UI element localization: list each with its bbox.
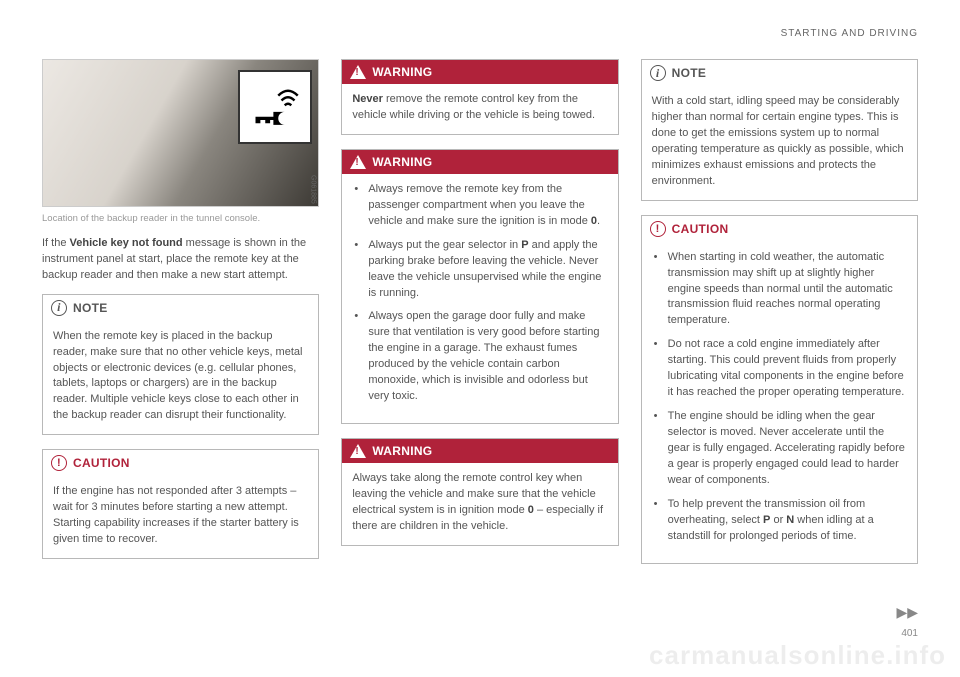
warning1-bold: Never (352, 93, 383, 105)
content-columns: G061885 Location of the backup reader in… (42, 59, 918, 578)
tunnel-console-photo: G061885 (42, 59, 319, 207)
warning-body: Never remove the remote control key from… (342, 84, 617, 134)
watermark: carmanualsonline.info (649, 640, 946, 671)
intro-paragraph: If the Vehicle key not found message is … (42, 236, 319, 284)
list-item: Always put the gear selector in P and ap… (352, 238, 607, 302)
caution-box-2: ! CAUTION When starting in cold weather,… (641, 215, 918, 564)
intro-bold: Vehicle key not found (70, 237, 183, 249)
column-1: G061885 Location of the backup reader in… (42, 59, 319, 578)
list-item: Always remove the remote key from the pa… (352, 182, 607, 230)
caution-title: CAUTION (672, 222, 729, 236)
warning-title: WARNING (372, 444, 432, 458)
list-item: The engine should be idling when the gea… (652, 409, 907, 489)
caution-icon: ! (650, 221, 666, 237)
continuation-marker: ▶▶ (896, 604, 918, 621)
caution-icon: ! (51, 455, 67, 471)
caution-body: When starting in cold weather, the autom… (642, 242, 917, 563)
warning1-suffix: remove the remote control key from the v… (352, 93, 595, 121)
warning-box-3: WARNING Always take along the remote con… (341, 438, 618, 546)
caution2-list: When starting in cold weather, the autom… (652, 250, 907, 545)
photo-id: G061885 (309, 175, 316, 204)
note-head: i NOTE (642, 60, 917, 86)
note-title: NOTE (672, 66, 707, 80)
intro-prefix: If the (42, 237, 70, 249)
caution-box-1: ! CAUTION If the engine has not responde… (42, 449, 319, 559)
warning-body: Always take along the remote control key… (342, 463, 617, 545)
note-body: When the remote key is placed in the bac… (43, 321, 318, 435)
warning-head: WARNING (342, 60, 617, 84)
caution-head: ! CAUTION (642, 216, 917, 242)
column-2: WARNING Never remove the remote control … (341, 59, 618, 578)
list-item: Do not race a cold engine immediately af… (652, 337, 907, 401)
note-box-1: i NOTE When the remote key is placed in … (42, 294, 319, 436)
caution-head: ! CAUTION (43, 450, 318, 476)
photo-caption: Location of the backup reader in the tun… (42, 213, 319, 226)
warning-title: WARNING (372, 155, 432, 169)
note-box-2: i NOTE With a cold start, idling speed m… (641, 59, 918, 201)
page-number: 401 (901, 628, 918, 639)
list-item: To help prevent the transmission oil fro… (652, 497, 907, 545)
note-body: With a cold start, idling speed may be c… (642, 86, 917, 200)
warning-box-1: WARNING Never remove the remote control … (341, 59, 618, 135)
warning-icon (350, 65, 366, 79)
note-title: NOTE (73, 301, 108, 315)
list-item: When starting in cold weather, the autom… (652, 250, 907, 330)
warning-icon (350, 155, 366, 169)
warning-body: Always remove the remote key from the pa… (342, 174, 617, 423)
column-3: i NOTE With a cold start, idling speed m… (641, 59, 918, 578)
warning2-list: Always remove the remote key from the pa… (352, 182, 607, 405)
section-header: STARTING AND DRIVING (42, 28, 918, 39)
key-signal-icon (238, 70, 312, 144)
caution-body: If the engine has not responded after 3 … (43, 476, 318, 558)
info-icon: i (650, 65, 666, 81)
note-head: i NOTE (43, 295, 318, 321)
warning-title: WARNING (372, 65, 432, 79)
caution-title: CAUTION (73, 456, 130, 470)
warning-head: WARNING (342, 439, 617, 463)
warning-icon (350, 444, 366, 458)
warning-box-2: WARNING Always remove the remote key fro… (341, 149, 618, 424)
warning-head: WARNING (342, 150, 617, 174)
info-icon: i (51, 300, 67, 316)
list-item: Always open the garage door fully and ma… (352, 309, 607, 405)
